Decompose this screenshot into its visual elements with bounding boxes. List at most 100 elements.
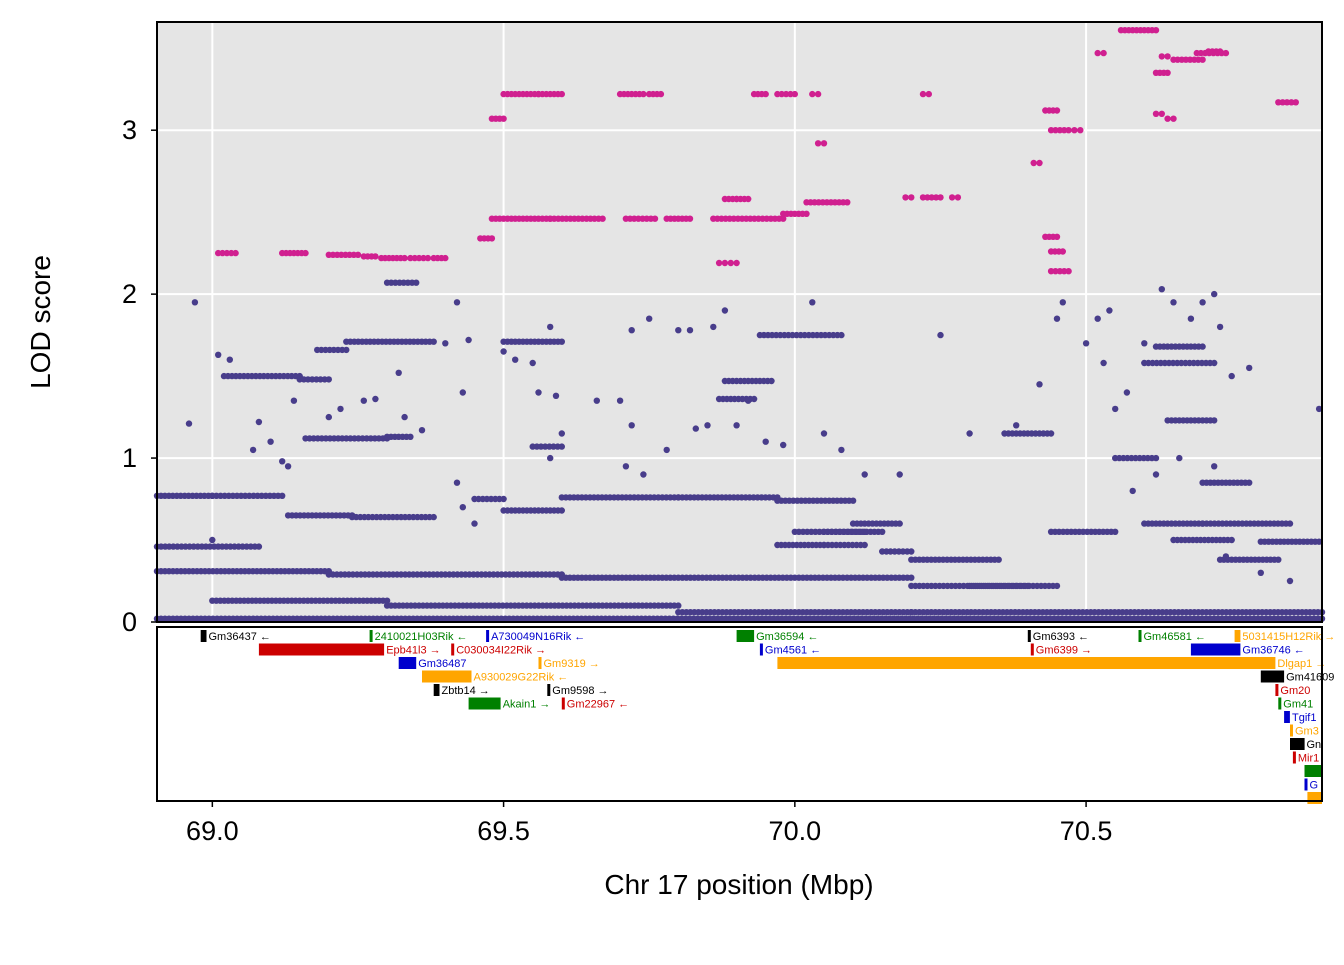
y-axis: 0 1 2 3: [122, 115, 157, 637]
lod-point: [471, 520, 478, 527]
lod-point: [1123, 389, 1131, 396]
lod-point: [1286, 577, 1294, 585]
gene-label: Gm36437 ←: [209, 631, 271, 643]
lod-point-highlight: [1061, 127, 1068, 134]
lod-point-highlight: [1222, 49, 1230, 57]
gene-bar: [561, 697, 565, 710]
gene-label: Gm46581 ←: [1144, 631, 1206, 643]
lod-point: [413, 279, 420, 286]
lod-point: [552, 392, 560, 399]
gene-bar: [200, 630, 207, 642]
gene-label: Gm41609: [1286, 672, 1334, 684]
lod-point: [745, 397, 752, 404]
lod-point-highlight: [745, 195, 752, 203]
lod-point-highlight: [401, 254, 408, 262]
x-tick-label: 69.5: [477, 816, 530, 846]
lod-point: [1246, 364, 1253, 372]
lod-point-highlight: [1047, 268, 1055, 275]
gene-label: Gm9598 →: [552, 685, 608, 697]
lod-point-highlight: [727, 259, 734, 267]
lod-point: [558, 443, 565, 450]
lod-point: [1228, 536, 1235, 544]
lod-point: [529, 359, 536, 367]
gene-bar: [1234, 630, 1241, 642]
lod-point: [1100, 359, 1107, 367]
lod-point: [1211, 463, 1218, 470]
lod-point-highlight: [803, 210, 810, 217]
gene-label: Gm3: [1295, 726, 1319, 738]
lod-point: [185, 420, 193, 427]
lod-point-highlight: [1052, 268, 1059, 275]
lod-point-highlight: [928, 194, 935, 201]
lod-point-highlight: [354, 251, 362, 258]
lod-point: [1152, 471, 1160, 478]
lod-point-highlight: [1036, 159, 1043, 167]
lod-point: [1152, 454, 1160, 462]
lod-point-highlight: [599, 215, 606, 222]
lod-point-highlight: [686, 215, 694, 222]
gene-bar: [468, 697, 501, 710]
lod-point: [646, 315, 653, 322]
gene-label: A930029G22Rik ←: [474, 672, 569, 684]
lod-point: [1059, 299, 1067, 306]
gene-label: Epb41l3 →: [386, 645, 440, 657]
lod-point: [284, 463, 292, 470]
lod-point-highlight: [424, 254, 432, 262]
lod-point: [191, 299, 199, 306]
lod-point-highlight: [1030, 159, 1037, 167]
lod-point-highlight: [932, 194, 940, 201]
lod-point-highlight: [1094, 49, 1101, 57]
lod-point-highlight: [651, 215, 659, 222]
lod-point-highlight: [919, 194, 927, 201]
lod-point-highlight: [814, 90, 822, 98]
gene-label: C030034I22Rik →: [456, 645, 546, 657]
y-tick-label: 1: [122, 443, 137, 473]
lod-point: [1158, 286, 1166, 293]
lod-point: [1094, 315, 1101, 322]
lod-point: [733, 422, 740, 429]
lod-point: [1141, 340, 1148, 347]
gene-label: Gm6393 ←: [1033, 631, 1089, 643]
lod-point: [249, 446, 257, 454]
lod-point: [1246, 479, 1253, 486]
lod-point: [966, 430, 973, 437]
lod-point: [337, 405, 344, 413]
lod-point: [838, 446, 845, 454]
lod-point: [1112, 528, 1119, 535]
lod-point-highlight: [640, 90, 647, 98]
lod-point-highlight: [1077, 127, 1084, 134]
lod-point-highlight: [1071, 127, 1078, 134]
lod-point-highlight: [1059, 248, 1067, 255]
plot-frame: [156, 21, 1323, 623]
lod-point-highlight: [415, 254, 423, 262]
lod-point-highlight: [232, 249, 239, 257]
gene-bar: [736, 630, 755, 642]
gene-bar: [1027, 630, 1031, 642]
gene-bar: [1030, 643, 1034, 656]
lod-point: [442, 340, 449, 347]
lod-point: [290, 397, 298, 404]
lod-point-highlight: [1199, 56, 1206, 63]
gene-bar: [1190, 643, 1241, 656]
lod-point-highlight: [1053, 107, 1061, 114]
lod-point: [226, 356, 233, 363]
gene-label: Gm41: [1283, 699, 1313, 711]
lod-point: [762, 438, 769, 445]
lod-point-highlight: [223, 249, 231, 257]
gene-label: Akain1 →: [503, 699, 551, 711]
lod-point: [1053, 315, 1061, 322]
lod-point: [1112, 405, 1119, 413]
gene-bar: [486, 630, 490, 642]
lod-point: [663, 446, 670, 454]
y-tick-label: 0: [122, 607, 137, 637]
lod-point-highlight: [500, 115, 507, 122]
gene-bar: [1304, 765, 1322, 777]
lod-point-highlight: [844, 199, 851, 206]
plot-background: [157, 22, 1322, 622]
lod-point-highlight: [1216, 48, 1224, 55]
lod-point: [1199, 343, 1206, 350]
lod-point-highlight: [1152, 27, 1160, 34]
lod-point: [372, 395, 379, 403]
gene-label: G: [1310, 780, 1319, 792]
lod-point-highlight: [791, 90, 798, 98]
